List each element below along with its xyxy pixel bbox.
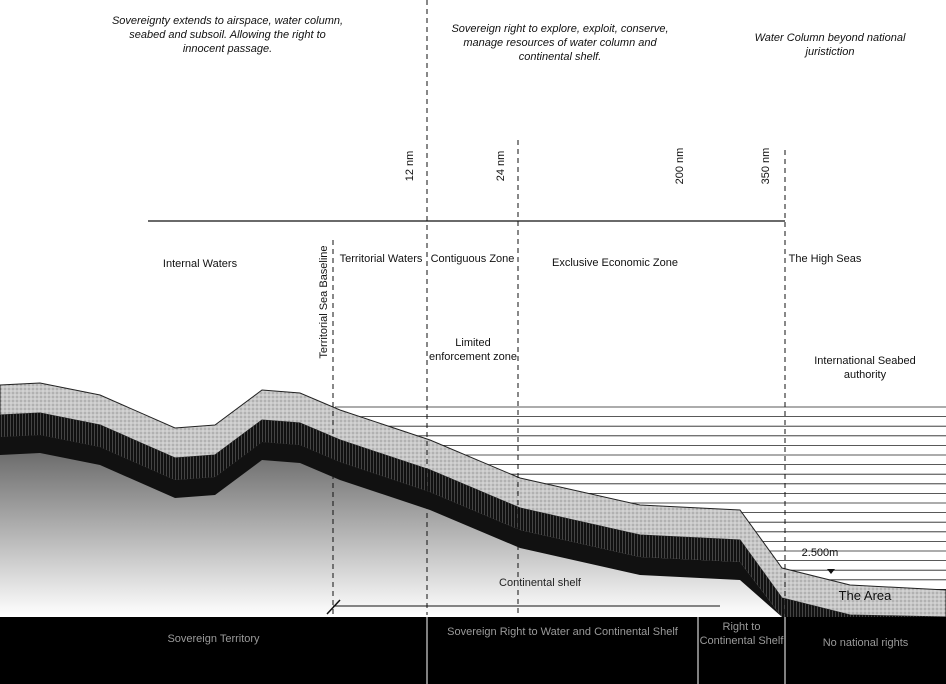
dark-layer (0, 413, 946, 617)
zone: Contiguous Zone (430, 253, 515, 265)
label: The Area (838, 588, 892, 603)
label: Continental shelf (499, 577, 581, 589)
black-layer (0, 435, 946, 617)
note: Sovereign right to explore, exploit, con… (451, 23, 669, 63)
zone: Internal Waters (162, 258, 238, 270)
rights: No national rights (822, 637, 909, 649)
label: 2.500m (801, 547, 839, 559)
note: Sovereignty extends to airspace, water c… (111, 15, 344, 55)
depth-marker (827, 569, 835, 574)
distance: 12 nm (404, 150, 416, 182)
label: International Seabed authority (814, 355, 916, 381)
rights: Sovereign Right to Water and Continental… (447, 626, 678, 638)
rights: Sovereign Territory (167, 633, 260, 645)
label: Limited enforcement zone (428, 337, 518, 363)
tick (326, 599, 341, 615)
rights: Right to Continental Shelf (699, 621, 784, 647)
baseline: Territorial Sea Baseline (318, 245, 330, 359)
distance: 200 nm (674, 147, 686, 185)
rights-bar (0, 617, 946, 684)
note: Water Column beyond national juristictio… (754, 32, 906, 58)
zone: Territorial Waters (339, 253, 423, 265)
seabed (0, 382, 946, 618)
distance: 24 nm (495, 150, 507, 182)
distance: 350 nm (760, 147, 772, 185)
zone: Exclusive Economic Zone (552, 257, 678, 269)
zone: The High Seas (788, 253, 862, 265)
